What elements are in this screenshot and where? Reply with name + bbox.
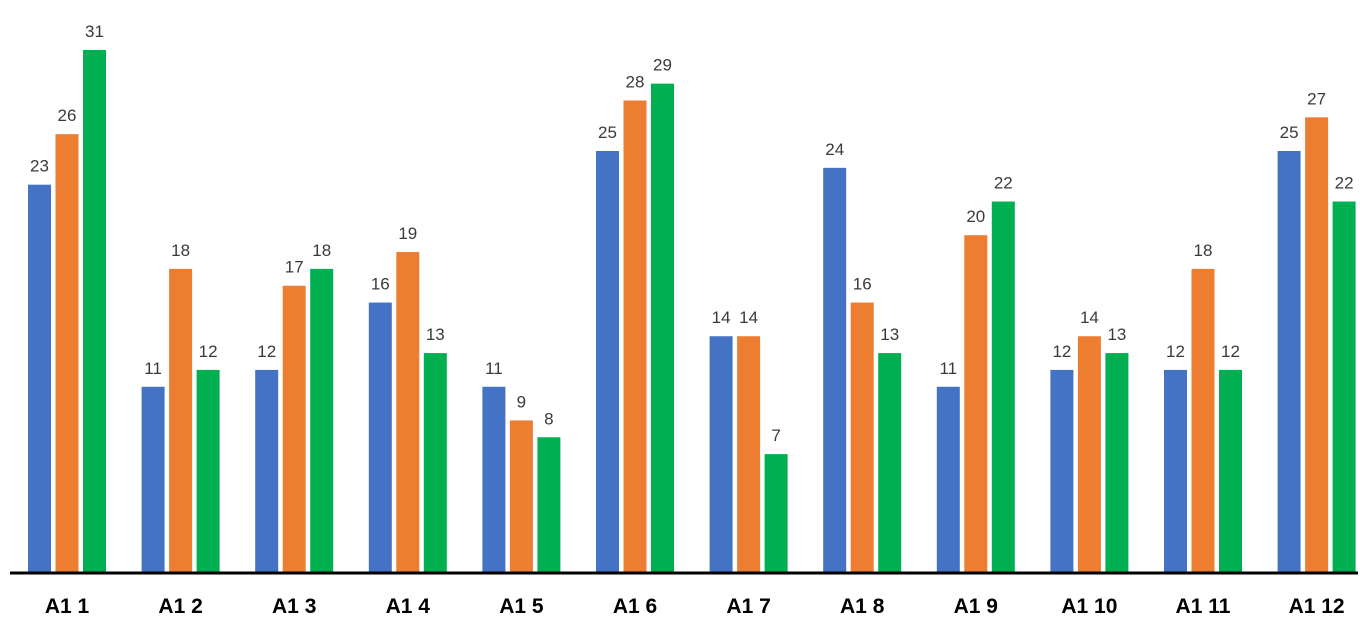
value-label-10-series-2: 14 (1080, 308, 1099, 327)
category-label-1: A1 1 (45, 595, 90, 618)
bar-11-series-2 (1191, 268, 1215, 572)
value-label-3-series-2: 17 (285, 258, 304, 277)
value-label-7-series-2: 14 (739, 308, 758, 327)
bar-10-series-3 (1105, 353, 1129, 572)
category-label-10: A1 10 (1061, 595, 1117, 618)
bar-2-series-1 (141, 386, 165, 572)
bar-2-series-3 (196, 369, 220, 572)
value-label-11-series-3: 12 (1221, 342, 1240, 361)
value-label-9-series-2: 20 (966, 207, 985, 226)
bar-9-series-3 (991, 201, 1015, 572)
value-label-6-series-3: 29 (653, 56, 672, 75)
bar-7-series-3 (764, 454, 788, 572)
value-label-8-series-3: 13 (880, 325, 899, 344)
value-label-2-series-2: 18 (171, 241, 190, 260)
value-label-10-series-3: 13 (1107, 325, 1126, 344)
value-label-6-series-2: 28 (626, 72, 645, 91)
bar-3-series-1 (255, 369, 279, 572)
bar-7-series-1 (709, 336, 733, 572)
value-label-7-series-3: 7 (771, 426, 780, 445)
category-label-7: A1 7 (726, 595, 770, 618)
value-label-9-series-1: 11 (939, 359, 957, 378)
category-label-12: A1 12 (1289, 595, 1345, 618)
category-label-3: A1 3 (272, 595, 316, 618)
value-label-12-series-3: 22 (1335, 174, 1354, 193)
bar-1-series-1 (28, 184, 51, 572)
category-label-8: A1 8 (840, 595, 885, 618)
value-label-4-series-2: 19 (398, 224, 417, 243)
value-label-9-series-3: 22 (994, 174, 1013, 193)
bar-8-series-2 (850, 302, 874, 572)
bar-3-series-2 (282, 285, 306, 572)
bar-10-series-2 (1077, 336, 1101, 572)
value-label-3-series-1: 12 (257, 342, 276, 361)
bars-layer (28, 49, 1356, 573)
bar-10-series-1 (1050, 369, 1074, 572)
bar-4-series-1 (368, 302, 392, 572)
bar-5-series-1 (482, 386, 506, 572)
value-label-12-series-2: 27 (1307, 89, 1326, 108)
bar-12-series-3 (1332, 201, 1356, 572)
bar-8-series-1 (823, 167, 847, 572)
bar-12-series-1 (1277, 151, 1301, 572)
value-label-4-series-3: 13 (426, 325, 445, 344)
value-label-10-series-1: 12 (1052, 342, 1071, 361)
bar-5-series-3 (537, 437, 561, 572)
value-label-5-series-2: 9 (517, 392, 526, 411)
value-label-8-series-1: 24 (825, 140, 844, 159)
bar-12-series-2 (1305, 117, 1329, 572)
category-label-2: A1 2 (158, 595, 202, 618)
value-label-2-series-3: 12 (199, 342, 218, 361)
value-label-7-series-1: 14 (712, 308, 731, 327)
bar-7-series-2 (737, 336, 761, 572)
value-label-8-series-2: 16 (853, 275, 872, 294)
category-label-5: A1 5 (499, 595, 544, 618)
bar-6-series-1 (596, 151, 619, 572)
bar-4-series-2 (396, 252, 420, 573)
value-label-5-series-3: 8 (544, 409, 553, 428)
bar-1-series-3 (83, 49, 106, 572)
value-label-1-series-3: 31 (85, 22, 104, 41)
category-label-4: A1 4 (386, 595, 431, 618)
value-label-3-series-3: 18 (312, 241, 331, 260)
value-label-2-series-1: 11 (144, 359, 162, 378)
bar-11-series-1 (1164, 369, 1187, 572)
category-label-11: A1 11 (1176, 595, 1231, 618)
bar-6-series-3 (651, 83, 674, 572)
value-label-11-series-1: 12 (1166, 342, 1185, 361)
value-label-1-series-1: 23 (30, 157, 49, 176)
value-label-5-series-1: 11 (485, 359, 503, 378)
bar-11-series-3 (1219, 369, 1242, 572)
category-label-6: A1 6 (613, 595, 657, 618)
bar-9-series-1 (936, 386, 960, 572)
category-label-9: A1 9 (954, 595, 998, 618)
value-label-6-series-1: 25 (598, 123, 617, 142)
value-label-11-series-2: 18 (1194, 241, 1213, 260)
bar-6-series-2 (623, 100, 647, 572)
value-label-4-series-1: 16 (371, 275, 390, 294)
bar-1-series-2 (55, 134, 79, 572)
bar-8-series-3 (878, 353, 902, 572)
category-labels-layer: A1 1 A1 2 A1 3 A1 4 A1 5 A1 6 A1 7 A1 8 A1 9 A1 1… (45, 595, 1345, 618)
value-label-12-series-1: 25 (1280, 123, 1299, 142)
bar-9-series-2 (964, 235, 988, 572)
bar-5-series-2 (509, 420, 533, 572)
value-labels-layer: 23 26 31 11 18 12 12 17 18 16 19 13 11 98 25 28 29 14 14 7 2… (30, 22, 1354, 445)
bar-4-series-3 (423, 353, 447, 572)
value-label-1-series-2: 26 (58, 106, 77, 125)
bar-3-series-3 (310, 268, 334, 572)
bar-2-series-2 (169, 268, 193, 572)
